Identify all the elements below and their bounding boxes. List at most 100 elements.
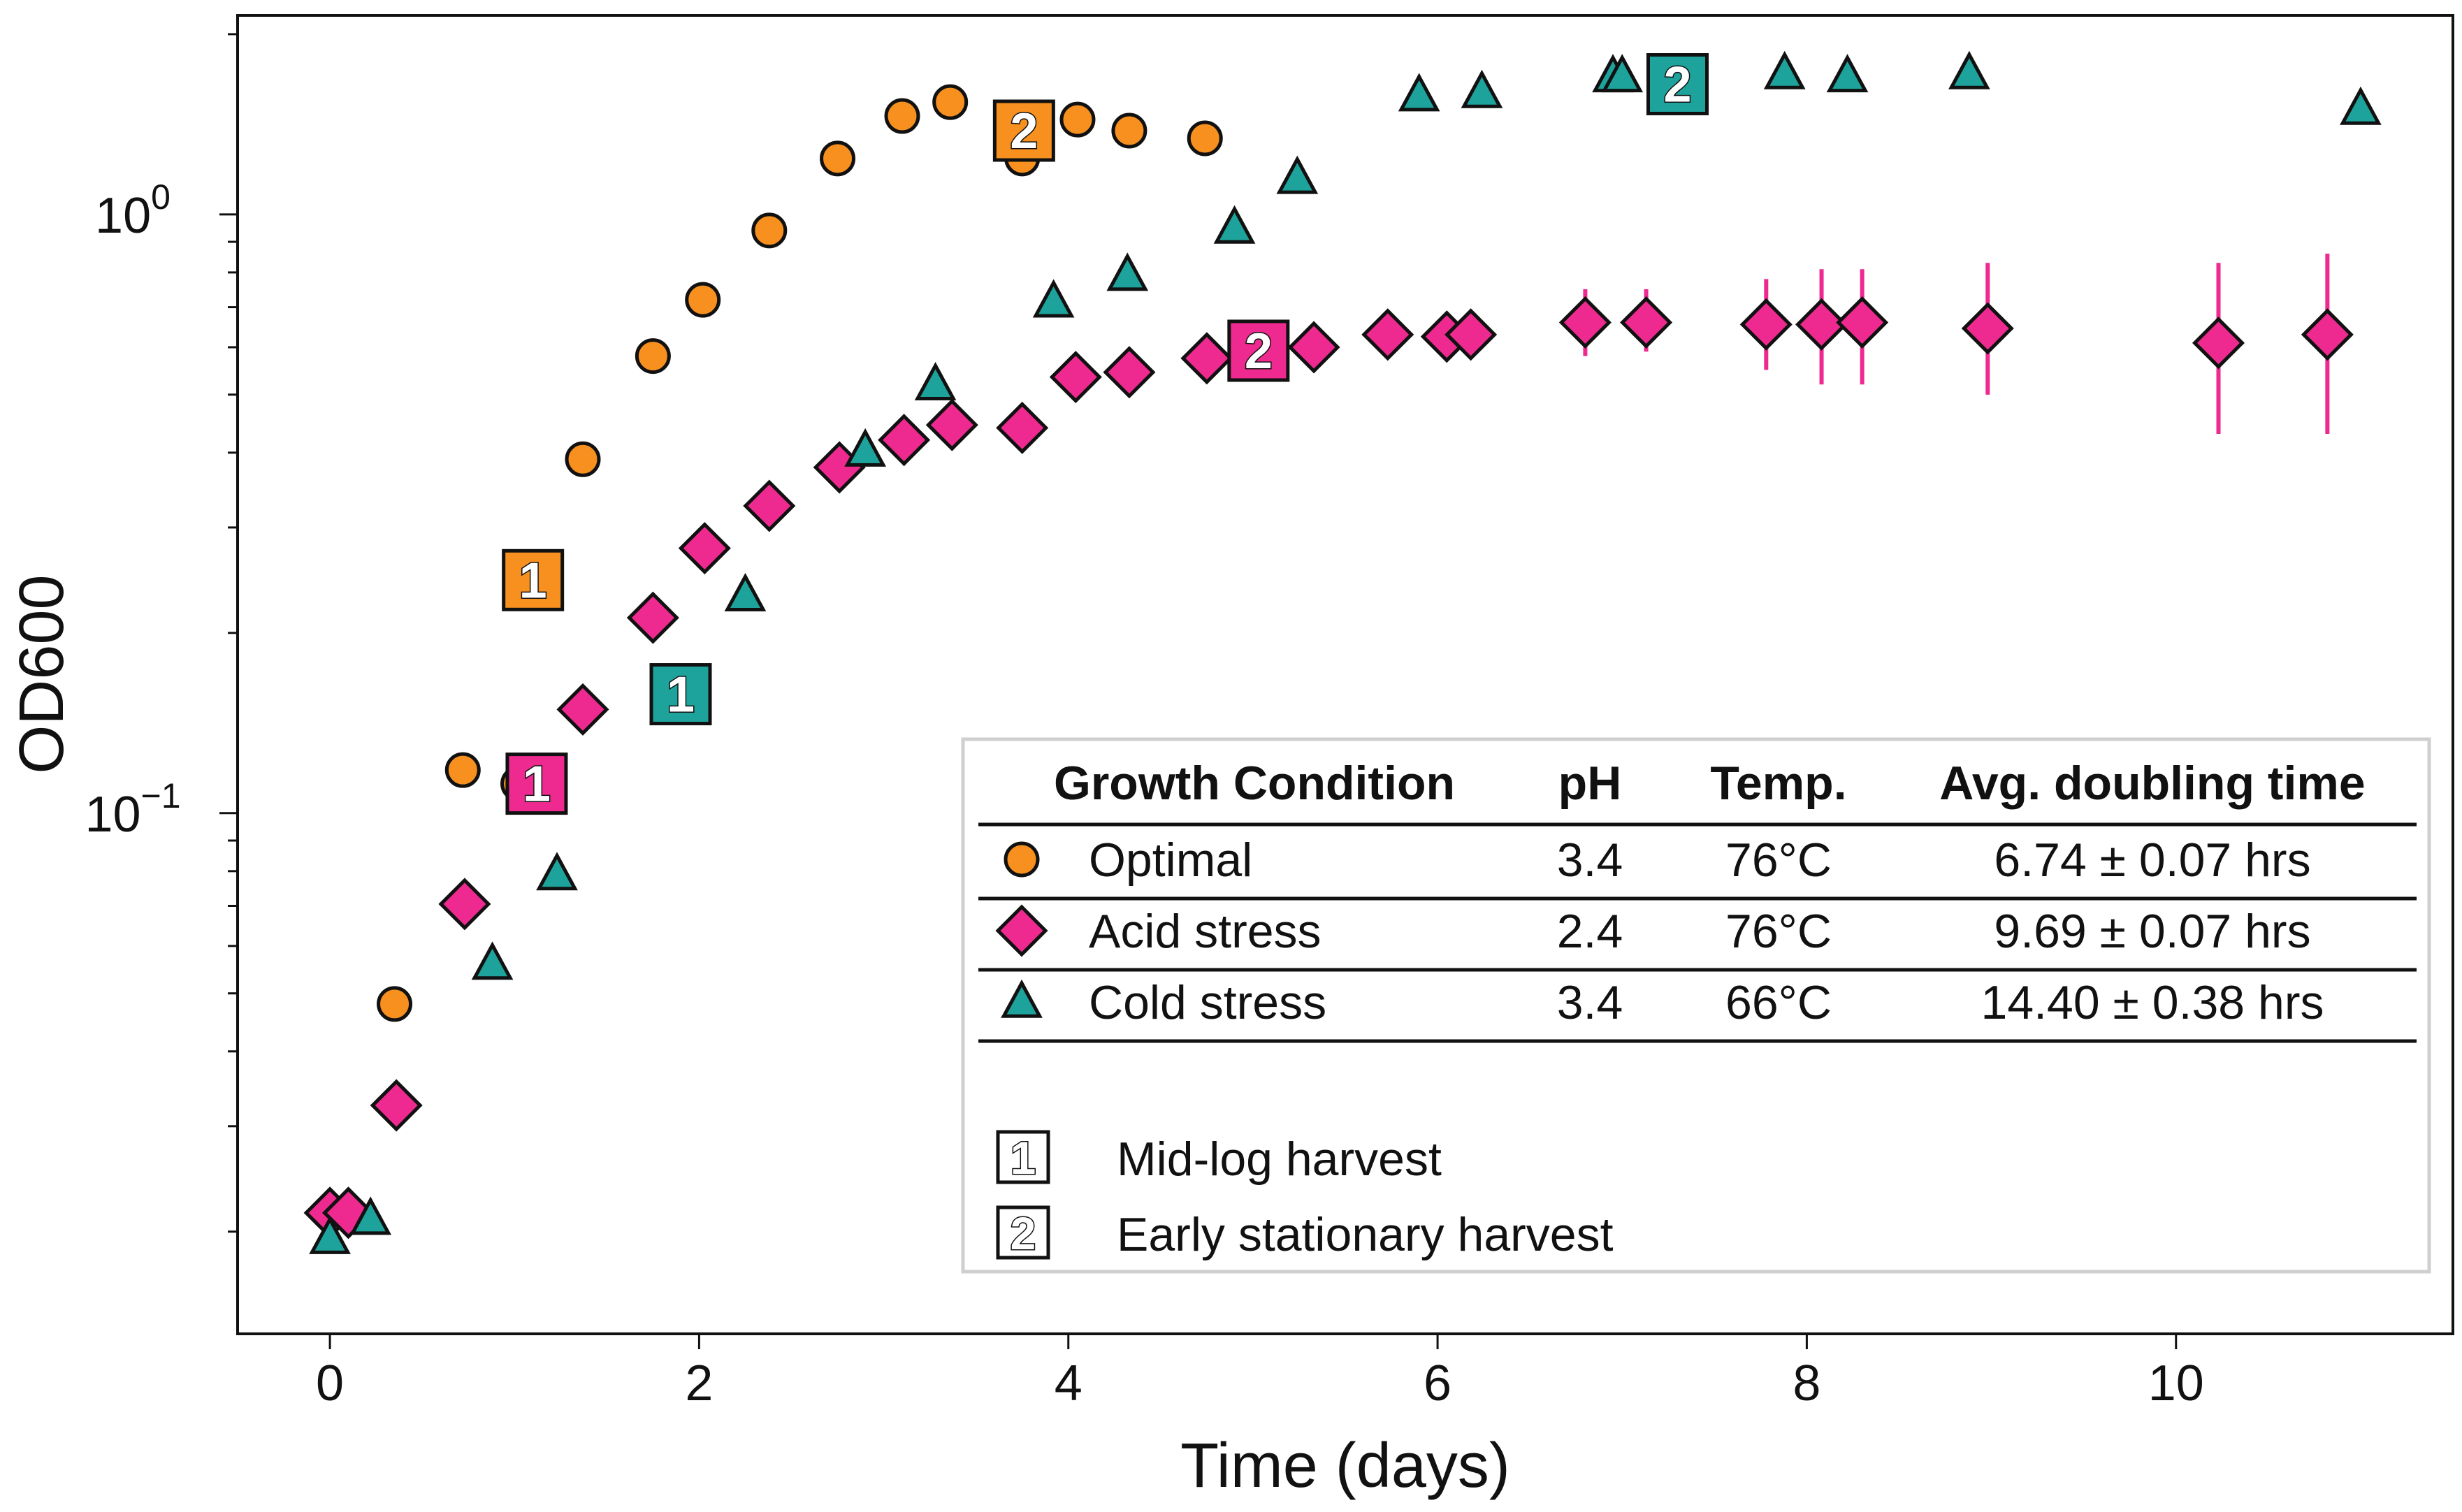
data-point: [1558, 296, 1612, 349]
triangle-marker: [1763, 50, 1806, 89]
diamond-marker: [1103, 346, 1156, 399]
triangle-marker: [1826, 54, 1869, 93]
triangle-marker: [1001, 979, 1043, 1018]
harvest-box: [505, 753, 568, 815]
legend-doubling-time: 6.74 ± 0.07 hrs: [1994, 834, 2310, 887]
series-acid-stress: 12: [303, 253, 2354, 1240]
y-tick-label: 100: [95, 177, 171, 244]
diamond-marker: [2192, 317, 2245, 370]
triangle-marker: [844, 428, 887, 467]
legend-harvest-key: 2 Early stationary harvest: [996, 1205, 1614, 1261]
circle-marker: [884, 98, 920, 134]
diamond-marker: [995, 904, 1048, 957]
diamond-marker: [1049, 351, 1102, 404]
data-point: [844, 428, 887, 467]
triangle-marker: [349, 1196, 392, 1235]
data-point: [2192, 317, 2245, 370]
legend-harvest-key: 1 Mid-log harvest: [996, 1130, 1442, 1186]
legend-temp: 66°C: [1725, 976, 1832, 1029]
data-point: [724, 572, 767, 611]
data-point: [1620, 296, 1673, 349]
data-point: [444, 752, 481, 788]
harvest-box: [992, 99, 1055, 162]
data-point: [309, 1215, 351, 1254]
data-point: [635, 338, 671, 375]
circle-marker: [820, 140, 856, 177]
x-tick-label: 4: [1055, 1355, 1082, 1411]
data-point: [1601, 54, 1644, 93]
harvest-number: 2: [1663, 57, 1691, 113]
data-point: [1461, 69, 1503, 108]
legend-doubling-time: 9.69 ± 0.07 hrs: [1994, 905, 2310, 958]
x-tick-label: 8: [1793, 1355, 1820, 1411]
harvest-key-label: Mid-log harvest: [1117, 1133, 1442, 1186]
triangle-marker: [1398, 73, 1440, 112]
data-point: [1739, 298, 1793, 351]
data-point: [626, 591, 679, 644]
data-point: [678, 522, 731, 575]
data-point: [925, 398, 978, 451]
data-point: [914, 361, 957, 400]
harvest-key-box: [996, 1130, 1050, 1184]
circle-marker: [1111, 112, 1147, 149]
diamond-marker: [1836, 296, 1889, 349]
triangle-marker: [1601, 54, 1644, 93]
x-tick-label: 6: [1424, 1355, 1451, 1411]
data-point: [820, 140, 856, 177]
harvest-key-label: Early stationary harvest: [1117, 1208, 1614, 1261]
legend-temp: 76°C: [1725, 834, 1832, 887]
diamond-marker: [996, 401, 1049, 454]
diamond-marker: [1361, 308, 1414, 361]
legend-ph: 2.4: [1557, 905, 1623, 958]
diamond-marker: [1558, 296, 1612, 349]
circle-marker: [444, 752, 481, 788]
circle-marker: [1187, 120, 1223, 157]
data-point: [1948, 50, 1990, 89]
harvest-marker-1: 1: [649, 663, 712, 726]
data-point: [1763, 50, 1806, 89]
triangle-marker: [1213, 205, 1256, 244]
data-point: [751, 212, 788, 249]
legend-condition-name: Optimal: [1089, 834, 1252, 887]
harvest-box: [1227, 319, 1290, 382]
x-tick-label: 0: [316, 1355, 344, 1411]
data-point: [1398, 73, 1440, 112]
diamond-marker: [1739, 298, 1793, 351]
data-point: [1836, 296, 1889, 349]
data-point: [932, 84, 969, 120]
diamond-marker: [878, 414, 931, 467]
triangle-marker: [1461, 69, 1503, 108]
diamond-marker: [925, 398, 978, 451]
diamond-marker: [1180, 332, 1233, 385]
harvest-marker-1: 1: [505, 753, 568, 815]
data-point: [1106, 252, 1149, 291]
circle-marker: [751, 212, 788, 249]
legend-header: pH: [1558, 757, 1622, 810]
harvest-marker-2: 2: [1227, 319, 1290, 382]
harvest-number: 2: [1245, 324, 1273, 379]
diamond-marker: [1961, 302, 2014, 355]
diamond-marker: [1444, 308, 1498, 361]
legend-marker: [1001, 979, 1043, 1018]
data-point: [536, 852, 578, 891]
legend-header: Temp.: [1710, 757, 1846, 810]
diamond-marker: [1620, 296, 1673, 349]
plot-area-frame: [236, 14, 2454, 1335]
triangle-marker: [1948, 50, 1990, 89]
data-point: [1444, 308, 1498, 361]
diamond-marker: [1795, 298, 1848, 351]
harvest-number: 1: [523, 757, 551, 813]
data-point: [1795, 298, 1848, 351]
data-point: [685, 282, 721, 318]
series-cold-stress: 12: [309, 50, 2382, 1254]
triangle-marker: [536, 852, 578, 891]
data-point: [1032, 279, 1075, 318]
diamond-marker: [743, 479, 796, 532]
x-axis-label: Time (days): [1180, 1431, 1510, 1501]
circle-marker: [1059, 101, 1096, 138]
diamond-marker: [1287, 321, 1340, 374]
data-point: [1361, 308, 1414, 361]
diamond-marker: [556, 683, 609, 736]
